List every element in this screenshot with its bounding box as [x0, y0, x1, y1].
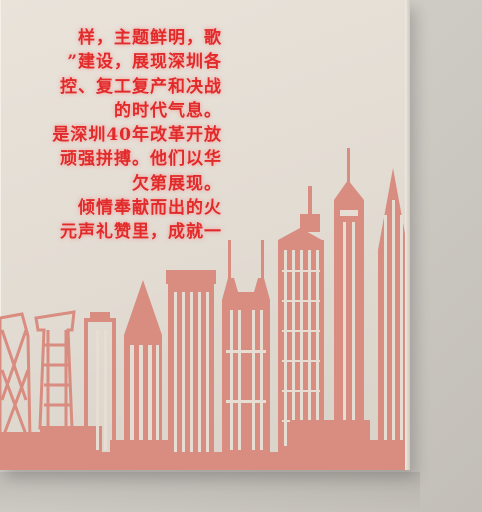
board-text-line: ”建设，展现深圳各: [67, 52, 222, 73]
spire-tower: [334, 148, 364, 460]
grid-tower: [278, 186, 324, 460]
pyramid-tower: [124, 280, 162, 460]
board-text-line: 样，主题鲜明，歌: [78, 28, 222, 48]
board-text-line: 的时代气息。: [114, 100, 222, 121]
board-text-line: 元声礼赞里，成就一: [60, 222, 222, 243]
low-buildings: [110, 420, 410, 460]
board-text-line: 控、复工复产和决战: [60, 76, 222, 97]
wall-shadow: [0, 472, 420, 512]
wide-tower: [166, 270, 216, 460]
display-board: 样，主题鲜明，歌 ”建设，展现深圳各 控、复工复产和决战 的时代气息。 是深圳4…: [0, 0, 410, 470]
board-text-line: 是深圳40年改革开放: [52, 125, 222, 146]
lattice-tower: [0, 312, 32, 442]
tower-three: [84, 312, 116, 457]
board-text-line: 顽强拼搏。他们以华: [60, 149, 222, 170]
board-text-line: 倾情奉献而出的火: [78, 198, 222, 219]
board-edge: [405, 0, 410, 470]
board-text-line: 欠第展现。: [132, 173, 222, 194]
tapered-tower: [34, 310, 76, 430]
tapering-tower: [378, 168, 408, 460]
city-skyline-illustration: [0, 148, 410, 470]
twin-spire-tower: [222, 240, 270, 460]
board-text: 样，主题鲜明，歌 ”建设，展现深圳各 控、复工复产和决战 的时代气息。 是深圳4…: [0, 26, 222, 245]
